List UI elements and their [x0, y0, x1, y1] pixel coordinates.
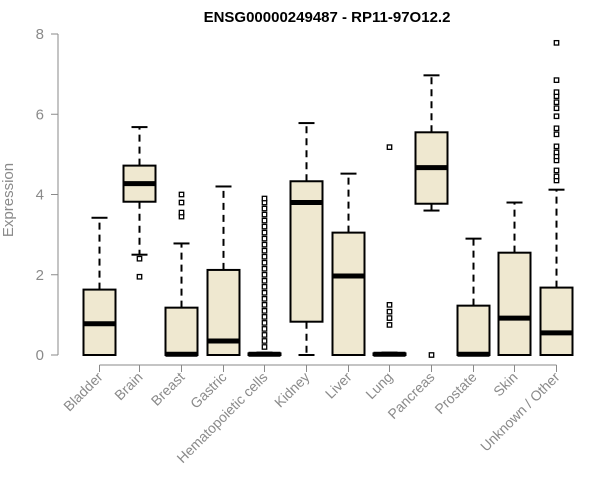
outlier-point	[553, 105, 560, 112]
outlier-point	[178, 191, 185, 198]
box-prostate	[456, 237, 491, 357]
outlier-point	[553, 125, 560, 132]
box-breast	[164, 191, 199, 357]
outlier-point	[553, 167, 560, 174]
outlier-point	[553, 149, 560, 156]
boxes	[82, 39, 574, 358]
outlier-point	[553, 39, 560, 46]
x-tick-label: Skin	[490, 369, 521, 400]
outlier-point	[261, 235, 268, 242]
outlier-point	[261, 271, 268, 278]
outlier-point	[261, 265, 268, 272]
outlier-point	[386, 322, 393, 328]
outlier-point	[261, 283, 268, 290]
outlier-point	[261, 338, 268, 344]
x-tick-label: Prostate	[431, 369, 479, 417]
outlier-point	[553, 89, 560, 96]
outlier-point	[261, 241, 268, 248]
outlier-point	[553, 77, 560, 83]
x-tick-label: Liver	[322, 369, 355, 402]
x-tick-label: Kidney	[271, 369, 313, 411]
box-liver	[331, 172, 366, 356]
outlier-point	[261, 259, 268, 266]
box-unknown-other	[539, 39, 574, 356]
outlier-point	[386, 301, 393, 308]
outlier-point	[261, 295, 268, 302]
outlier-point	[261, 277, 268, 284]
outlier-point	[178, 199, 185, 206]
outlier-point	[261, 301, 268, 308]
box-gastric	[206, 185, 241, 356]
outlier-point	[261, 253, 268, 260]
outlier-point	[428, 352, 435, 358]
x-tick-label: Bladder	[60, 369, 106, 415]
outlier-point	[136, 273, 143, 280]
y-tick-label: 8	[36, 26, 44, 43]
outlier-point	[553, 131, 560, 138]
box-kidney	[289, 122, 324, 356]
outlier-point	[553, 143, 560, 150]
outlier-point	[178, 209, 185, 216]
iqr-box	[331, 231, 366, 356]
x-tick-label: Pancreas	[384, 369, 437, 422]
outlier-point	[261, 217, 268, 224]
outlier-point	[553, 173, 560, 180]
iqr-box	[456, 304, 491, 356]
outlier-point	[261, 332, 268, 338]
outlier-point	[136, 255, 143, 262]
outlier-point	[386, 144, 393, 151]
outlier-point	[261, 289, 268, 296]
outlier-point	[261, 308, 268, 314]
y-tick-label: 0	[36, 347, 44, 364]
outlier-point	[261, 344, 268, 350]
outlier-point	[261, 211, 268, 218]
outlier-point	[261, 229, 268, 236]
outlier-point	[261, 195, 268, 202]
chart-title: ENSG00000249487 - RP11-97O12.2	[204, 9, 451, 26]
x-tick-label: Unknown / Other	[477, 369, 563, 455]
x-tick-label: Brain	[111, 369, 145, 403]
outlier-point	[261, 314, 268, 320]
outlier-point	[553, 99, 560, 106]
y-axis-label: Expression	[0, 163, 17, 237]
x-tick-label: Breast	[148, 369, 188, 409]
x-tick-label: Lung	[362, 369, 395, 402]
outlier-point	[261, 223, 268, 230]
box-lung	[372, 144, 407, 357]
box-pancreas	[414, 74, 449, 358]
y-tick-label: 6	[36, 106, 44, 123]
box-hematopoietic-cells	[247, 195, 282, 357]
iqr-box	[539, 286, 574, 356]
outlier-point	[386, 315, 393, 321]
outlier-point	[261, 326, 268, 332]
box-brain	[122, 126, 157, 280]
outlier-point	[553, 113, 560, 120]
outlier-point	[261, 320, 268, 326]
outlier-point	[261, 205, 268, 212]
y-tick-label: 2	[36, 267, 44, 284]
box-bladder	[82, 216, 117, 356]
outlier-point	[261, 247, 268, 254]
iqr-box	[164, 306, 199, 356]
iqr-box	[497, 251, 532, 356]
y-tick-label: 4	[36, 187, 44, 204]
box-skin	[497, 201, 532, 356]
outlier-point	[386, 308, 393, 315]
